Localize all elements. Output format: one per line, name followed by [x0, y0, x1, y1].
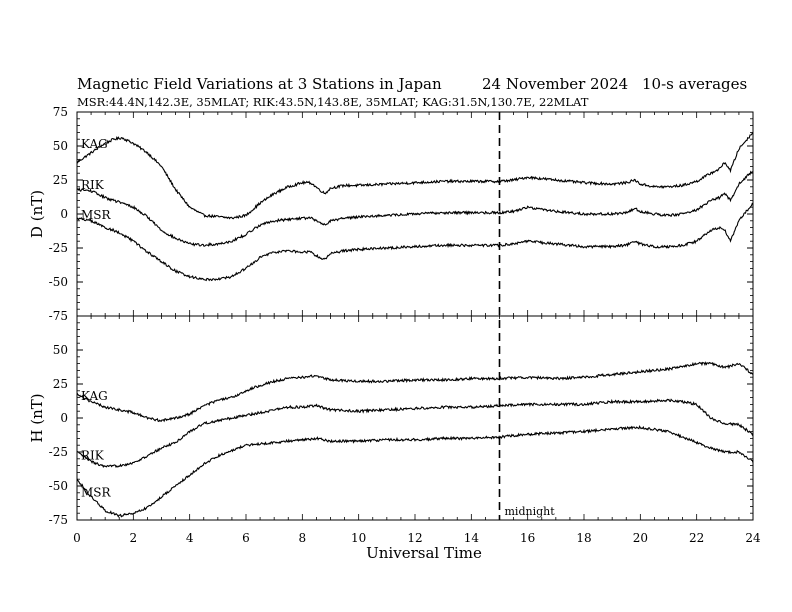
chart-title: Magnetic Field Variations at 3 Stations … — [77, 75, 442, 93]
stations-line: MSR:44.4N,142.3E, 35MLAT; RIK:43.5N,143.… — [77, 95, 589, 109]
x-tick-label: 18 — [576, 531, 591, 545]
y-tick-label: -25 — [49, 241, 68, 255]
x-tick-label: 14 — [464, 531, 480, 545]
series-line-kag — [76, 132, 754, 220]
series-line-rik — [77, 170, 754, 247]
series-label-rik: RIK — [81, 178, 105, 192]
y-tick-label: -75 — [49, 513, 68, 527]
y-tick-label: -50 — [49, 275, 68, 289]
y-tick-label: 0 — [60, 207, 68, 221]
y-tick-label: -75 — [49, 309, 68, 323]
d-component-panel: -75 -50 -25 0 25 50 75 KAG RIK MSR D (nT) — [28, 105, 754, 323]
y-tick-label: -50 — [49, 479, 68, 493]
y-tick-label: 0 — [60, 411, 68, 425]
x-tick-label: 2 — [130, 531, 138, 545]
series-label-kag: KAG — [81, 389, 108, 403]
series-line-msr — [76, 202, 754, 282]
x-tick-label: 6 — [242, 531, 250, 545]
y-tick-label: 25 — [53, 173, 68, 187]
series-label-msr: MSR — [81, 208, 112, 222]
x-tick-label: 10 — [351, 531, 366, 545]
y-tick-label: 75 — [53, 105, 68, 119]
chart-averaging: 10-s averages — [642, 75, 747, 93]
d-axis-label: D (nT) — [28, 190, 46, 238]
x-tick-label: 20 — [633, 531, 648, 545]
y-tick-label: -25 — [49, 445, 68, 459]
h-axis-label: H (nT) — [28, 393, 46, 442]
y-tick-label: 25 — [53, 377, 68, 391]
x-tick-label: 24 — [745, 531, 761, 545]
x-tick-label: 0 — [73, 531, 81, 545]
h-component-panel: -75 -50 -25 0 25 50 KAG RIK MSR H (nT) — [28, 315, 754, 527]
x-tick-label: 22 — [689, 531, 704, 545]
chart-date: 24 November 2024 — [482, 75, 628, 93]
x-tick-label: 4 — [186, 531, 194, 545]
y-tick-label: 50 — [53, 343, 68, 357]
series-line-kag — [76, 361, 754, 423]
series-label-kag: KAG — [81, 137, 108, 151]
midnight-label: midnight — [505, 505, 556, 518]
x-tick-label: 16 — [520, 531, 535, 545]
series-line-msr — [76, 425, 754, 518]
series-label-rik: RIK — [81, 449, 105, 463]
x-tick-label: 8 — [299, 531, 307, 545]
x-tick-label: 12 — [407, 531, 422, 545]
series-label-msr: MSR — [81, 486, 112, 500]
y-tick-label: 50 — [53, 139, 68, 153]
series-line-rik — [76, 398, 754, 469]
x-axis-label: Universal Time — [366, 544, 482, 562]
